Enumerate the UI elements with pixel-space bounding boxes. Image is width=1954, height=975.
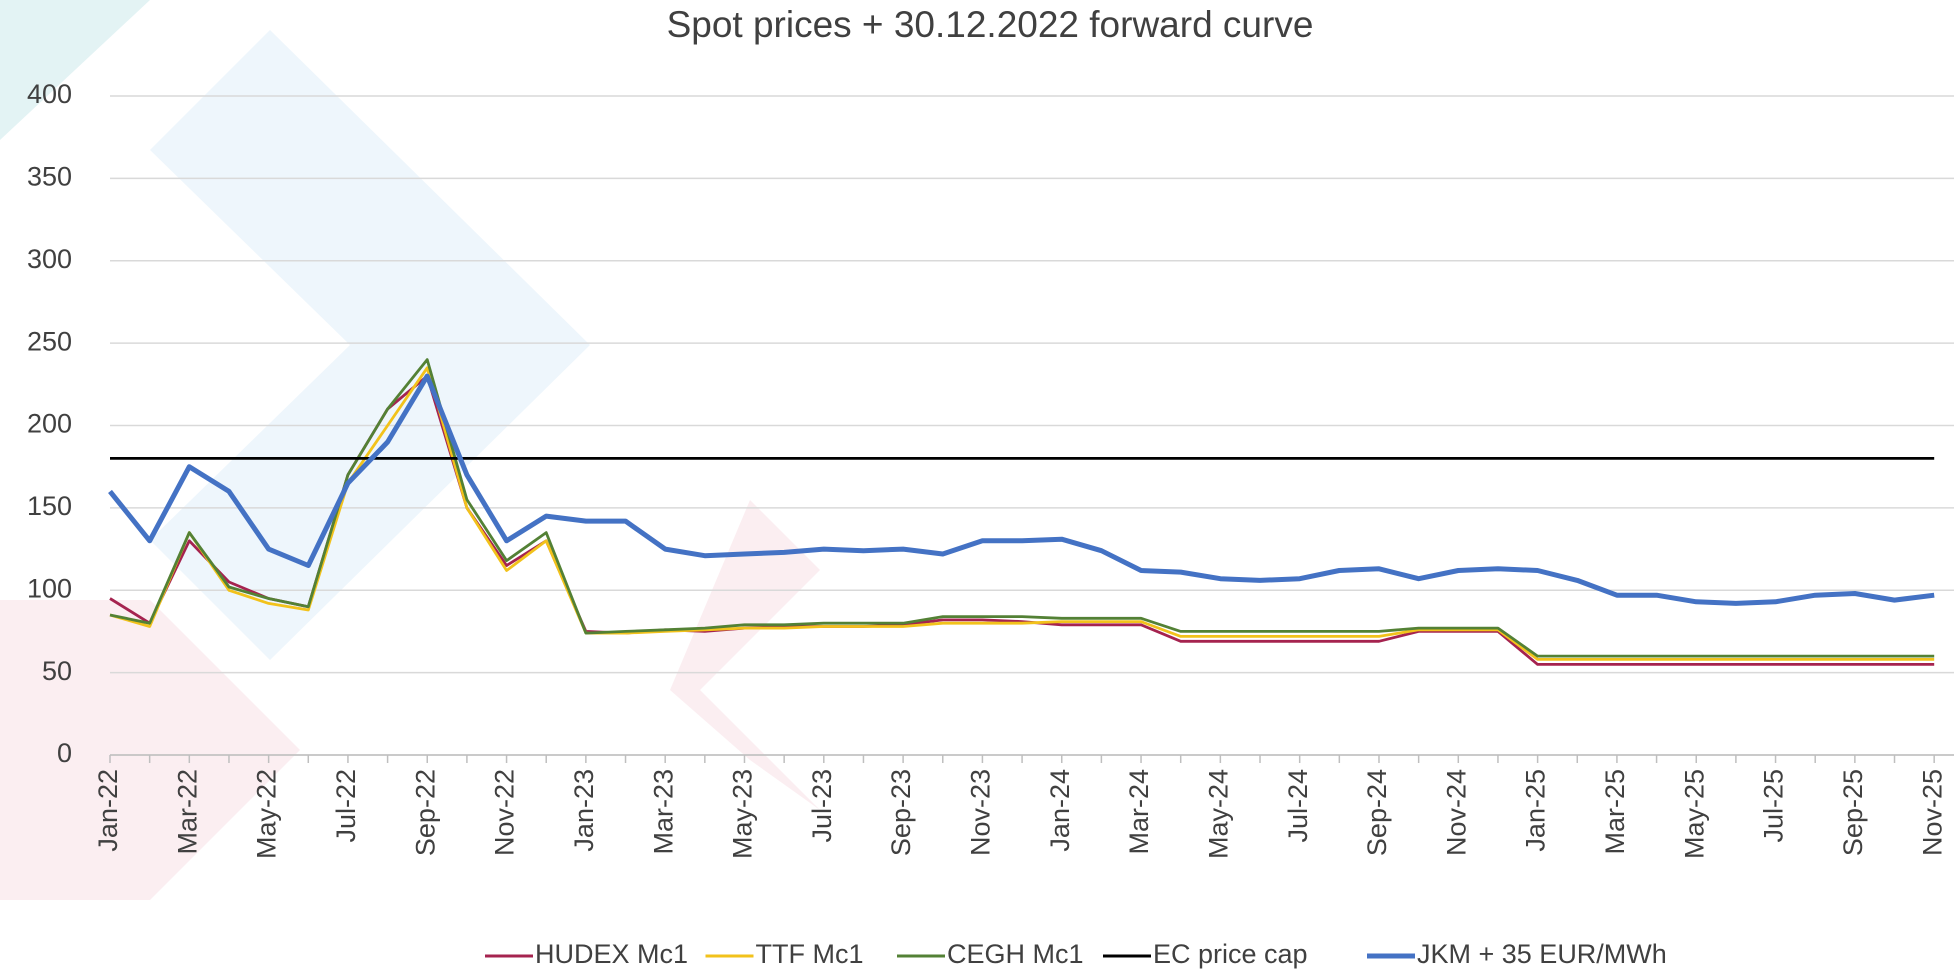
legend-label: CEGH Mc1 (947, 939, 1084, 969)
x-tick-label: Nov-23 (966, 769, 996, 856)
series-line (109, 358, 1935, 658)
chart-title: Spot prices + 30.12.2022 forward curve (667, 4, 1314, 45)
legend-label: TTF Mc1 (756, 939, 864, 969)
series-line (109, 366, 1935, 661)
decoration (670, 500, 820, 810)
x-tick-label: Nov-24 (1441, 769, 1471, 856)
x-tick-label: Mar-24 (1124, 769, 1154, 855)
y-tick-label: 250 (27, 326, 72, 356)
decoration (0, 0, 150, 140)
y-tick-label: 200 (27, 409, 72, 439)
y-tick-label: 350 (27, 162, 72, 192)
x-tick-label: Mar-23 (648, 769, 678, 855)
x-tick-label: May-22 (252, 769, 282, 859)
y-tick-label: 0 (57, 738, 72, 768)
x-tick-label: Jul-25 (1759, 769, 1789, 843)
x-tick-label: Sep-24 (1362, 769, 1392, 856)
x-tick-label: Jan-23 (569, 769, 599, 852)
legend-label: HUDEX Mc1 (535, 939, 688, 969)
legend-label: EC price cap (1153, 939, 1308, 969)
series-line (108, 373, 1935, 606)
x-tick-label: Jan-25 (1521, 769, 1551, 852)
x-tick-label: Jul-23 (807, 769, 837, 843)
x-tick-label: May-23 (728, 769, 758, 859)
x-tick-label: Mar-22 (172, 769, 202, 855)
x-tick-label: Jul-22 (331, 769, 361, 843)
x-tick-label: Sep-22 (410, 769, 440, 856)
decoration (150, 30, 590, 660)
y-tick-label: 100 (27, 573, 72, 603)
x-tick-label: Sep-25 (1838, 769, 1868, 856)
y-tick-label: 150 (27, 491, 72, 521)
y-tick-label: 50 (42, 656, 72, 686)
x-tick-label: Jul-24 (1283, 769, 1313, 843)
y-tick-label: 400 (27, 79, 72, 109)
x-tick-label: Nov-22 (490, 769, 520, 856)
x-tick-label: Mar-25 (1600, 769, 1630, 855)
x-tick-label: May-25 (1679, 769, 1709, 859)
x-tick-label: Jan-22 (93, 769, 123, 852)
legend-label: JKM + 35 EUR/MWh (1417, 939, 1667, 969)
decoration (0, 600, 300, 900)
x-tick-label: Jan-24 (1045, 769, 1075, 852)
x-tick-label: Nov-25 (1917, 769, 1947, 856)
x-tick-label: Sep-23 (886, 769, 916, 856)
y-tick-label: 300 (27, 244, 72, 274)
x-tick-label: May-24 (1203, 769, 1233, 859)
